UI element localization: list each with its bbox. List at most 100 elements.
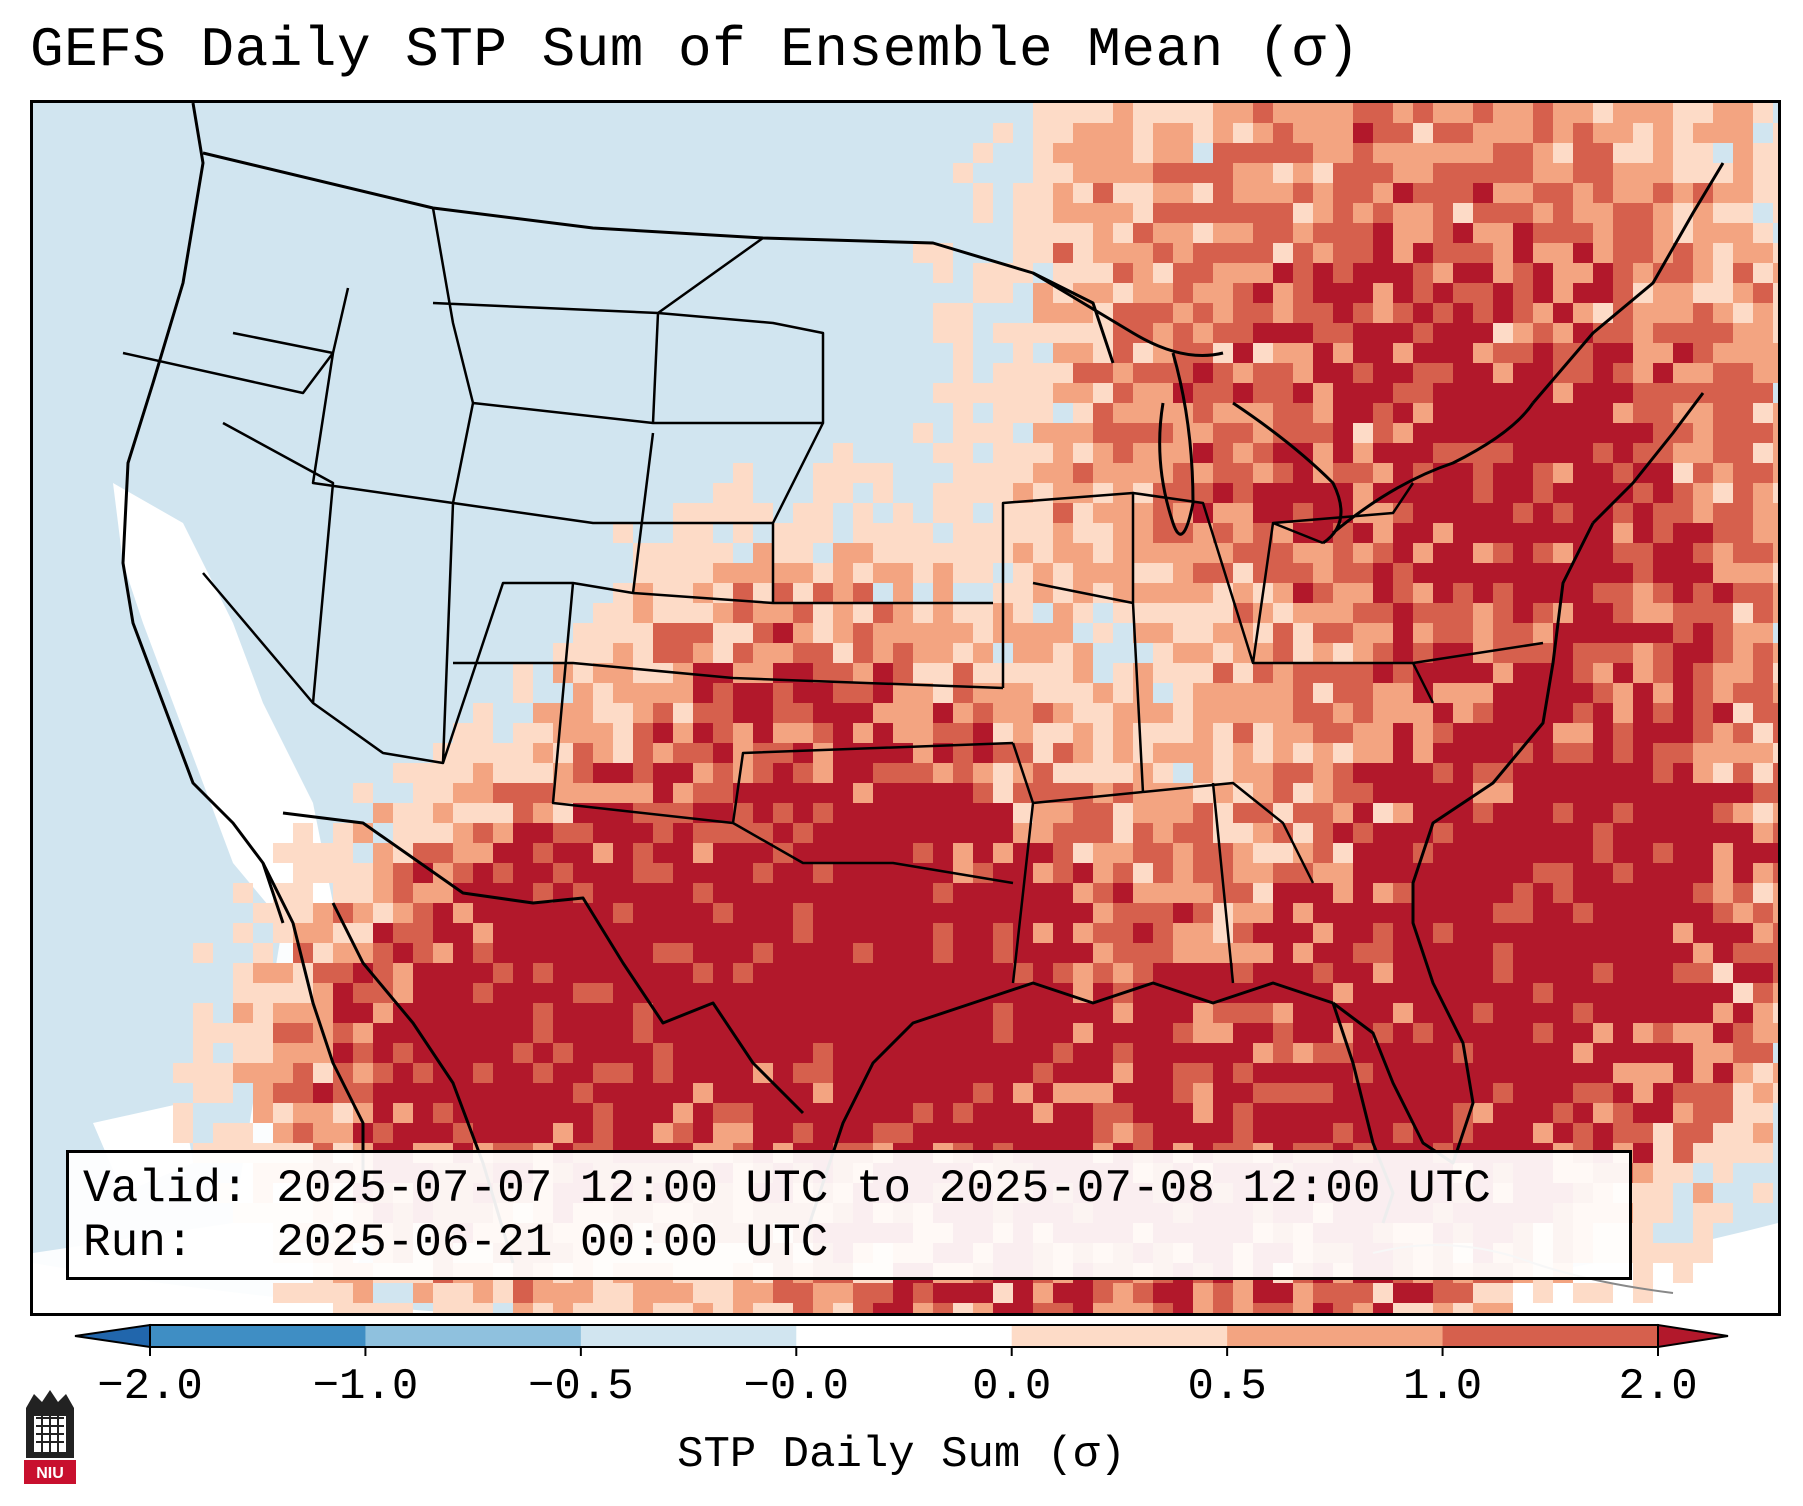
anomaly-cell	[1273, 783, 1293, 803]
anomaly-cell	[933, 903, 953, 923]
anomaly-cell	[1353, 603, 1373, 623]
anomaly-cell	[1213, 103, 1233, 123]
anomaly-cell	[1473, 503, 1493, 523]
anomaly-cell	[1173, 1103, 1193, 1123]
anomaly-cell	[373, 983, 393, 1003]
anomaly-cell	[1453, 263, 1473, 283]
anomaly-cell	[1153, 863, 1173, 883]
anomaly-cell	[1053, 383, 1073, 403]
anomaly-cell	[673, 883, 693, 903]
anomaly-cell	[1333, 783, 1353, 803]
anomaly-cell	[813, 1003, 833, 1023]
anomaly-cell	[1393, 683, 1413, 703]
anomaly-cell	[1453, 763, 1473, 783]
anomaly-cell	[1073, 243, 1093, 263]
anomaly-cell	[713, 943, 733, 963]
anomaly-cell	[1293, 543, 1313, 563]
anomaly-cell	[1293, 563, 1313, 583]
anomaly-cell	[753, 643, 773, 663]
anomaly-cell	[1313, 643, 1333, 663]
anomaly-cell	[1133, 103, 1153, 123]
anomaly-cell	[633, 603, 653, 623]
anomaly-cell	[1073, 743, 1093, 763]
anomaly-cell	[1773, 543, 1778, 563]
anomaly-cell	[613, 583, 633, 603]
anomaly-cell	[1193, 263, 1213, 283]
anomaly-cell	[1073, 903, 1093, 923]
anomaly-cell	[1153, 1043, 1173, 1063]
anomaly-cell	[1693, 823, 1713, 843]
anomaly-cell	[1433, 723, 1453, 743]
anomaly-cell	[953, 343, 973, 363]
anomaly-cell	[813, 863, 833, 883]
anomaly-cell	[753, 683, 773, 703]
anomaly-cell	[913, 683, 933, 703]
anomaly-cell	[1673, 763, 1693, 783]
anomaly-cell	[933, 683, 953, 703]
anomaly-cell	[1373, 743, 1393, 763]
anomaly-cell	[1553, 763, 1573, 783]
anomaly-cell	[593, 983, 613, 1003]
anomaly-cell	[1393, 843, 1413, 863]
anomaly-cell	[1533, 423, 1553, 443]
anomaly-cell	[1213, 663, 1233, 683]
anomaly-cell	[913, 943, 933, 963]
anomaly-cell	[913, 523, 933, 543]
anomaly-cell	[1733, 243, 1753, 263]
anomaly-cell	[1593, 823, 1613, 843]
anomaly-cell	[1373, 683, 1393, 703]
anomaly-cell	[1333, 423, 1353, 443]
anomaly-cell	[1193, 383, 1213, 403]
anomaly-cell	[333, 1103, 353, 1123]
anomaly-cell	[1733, 123, 1753, 143]
anomaly-cell	[1413, 883, 1433, 903]
anomaly-cell	[1173, 863, 1193, 883]
anomaly-cell	[1233, 523, 1253, 543]
anomaly-cell	[1153, 143, 1173, 163]
anomaly-cell	[633, 643, 653, 663]
anomaly-cell	[953, 623, 973, 643]
anomaly-cell	[813, 883, 833, 903]
anomaly-cell	[1133, 263, 1153, 283]
anomaly-cell	[1533, 863, 1553, 883]
anomaly-cell	[713, 803, 733, 823]
anomaly-cell	[1193, 943, 1213, 963]
anomaly-cell	[1193, 163, 1213, 183]
anomaly-cell	[1373, 583, 1393, 603]
anomaly-cell	[833, 1063, 853, 1083]
anomaly-cell	[1433, 743, 1453, 763]
anomaly-cell	[1653, 183, 1673, 203]
anomaly-cell	[1033, 643, 1053, 663]
anomaly-cell	[733, 763, 753, 783]
anomaly-cell	[573, 1083, 593, 1103]
anomaly-cell	[1193, 603, 1213, 623]
anomaly-cell	[573, 1123, 593, 1143]
anomaly-cell	[1713, 743, 1733, 763]
anomaly-cell	[653, 983, 673, 1003]
anomaly-cell	[533, 1043, 553, 1063]
anomaly-cell	[1333, 283, 1353, 303]
anomaly-cell	[1713, 363, 1733, 383]
anomaly-cell	[1473, 883, 1493, 903]
anomaly-cell	[1073, 103, 1093, 123]
anomaly-cell	[973, 963, 993, 983]
anomaly-cell	[213, 1123, 233, 1143]
anomaly-cell	[1193, 563, 1213, 583]
anomaly-cell	[733, 983, 753, 1003]
anomaly-cell	[1633, 743, 1653, 763]
anomaly-cell	[1073, 643, 1093, 663]
anomaly-cell	[1573, 1283, 1593, 1303]
anomaly-cell	[693, 723, 713, 743]
anomaly-cell	[1033, 383, 1053, 403]
anomaly-cell	[1473, 483, 1493, 503]
anomaly-cell	[393, 923, 413, 943]
anomaly-cell	[1613, 1003, 1633, 1023]
colorbar-tick-label: 0.5	[1187, 1362, 1267, 1412]
anomaly-cell	[1493, 183, 1513, 203]
anomaly-cell	[773, 603, 793, 623]
anomaly-cell	[1213, 1063, 1233, 1083]
anomaly-cell	[1673, 823, 1693, 843]
anomaly-cell	[1713, 303, 1733, 323]
anomaly-cell	[833, 923, 853, 943]
anomaly-cell	[1173, 1303, 1193, 1313]
